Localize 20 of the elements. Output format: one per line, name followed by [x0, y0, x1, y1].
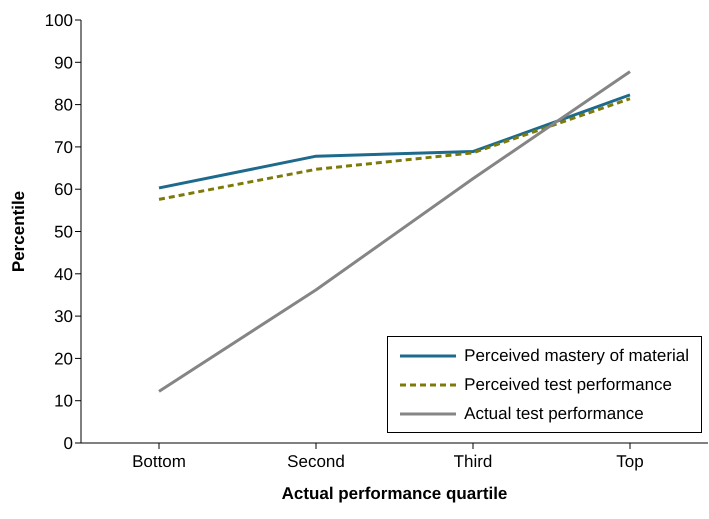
x-tick-label: Second [287, 452, 345, 472]
y-tick-label: 40 [54, 264, 73, 284]
y-axis-title: Percentile [9, 190, 28, 272]
y-tick-label: 30 [54, 307, 73, 326]
y-tick-label: 50 [54, 222, 73, 242]
y-tick-label: 80 [54, 96, 73, 115]
x-axis-title: Actual performance quartile [282, 484, 508, 503]
x-tick-label: Third [454, 452, 492, 472]
y-tick-label: 20 [54, 349, 73, 368]
x-tick-label: Top [616, 452, 644, 472]
y-tick-label: 0 [64, 434, 73, 454]
legend-label: Actual test performance [464, 404, 644, 424]
legend-label: Perceived test performance [464, 374, 672, 394]
legend-label: Perceived mastery of material [464, 346, 689, 366]
y-tick-label: 10 [54, 392, 73, 411]
y-tick-label: 90 [54, 53, 73, 72]
x-tick-label: Bottom [132, 452, 186, 472]
y-tick-label: 60 [54, 180, 73, 200]
y-tick-label: 70 [54, 138, 73, 157]
y-tick-label: 100 [44, 11, 73, 30]
